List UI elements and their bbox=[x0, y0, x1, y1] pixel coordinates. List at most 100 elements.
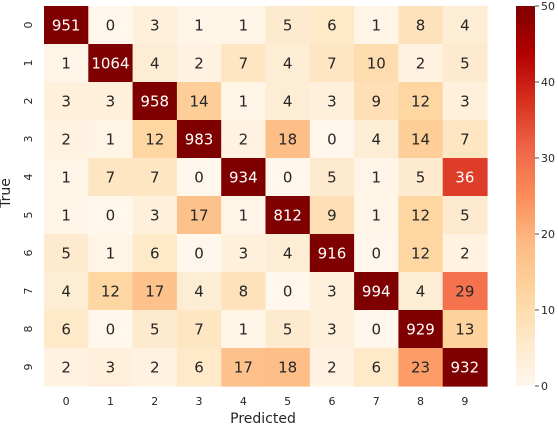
heatmap-cell bbox=[354, 272, 399, 311]
heatmap-cell bbox=[265, 120, 311, 159]
heatmap-cell bbox=[132, 82, 178, 121]
heatmap-cell bbox=[265, 82, 311, 121]
heatmap-cell bbox=[398, 234, 444, 273]
cell-value-label: 8 bbox=[416, 17, 426, 35]
colorbar-tick-label: 30 bbox=[541, 152, 555, 165]
cell-value-label: 3 bbox=[460, 93, 470, 111]
heatmap-cell-labels: 951 0 3 1 1 5 6 1 8 41 1064 4 2 7 4 7 10 2 53 3 958 14 1 4 3 9 12 3… bbox=[52, 17, 479, 377]
x-axis-label: Predicted bbox=[230, 411, 296, 427]
heatmap-cell bbox=[309, 272, 355, 311]
cell-value-label: 7 bbox=[327, 55, 337, 73]
cell-value-label: 0 bbox=[283, 169, 293, 187]
heatmap-cell bbox=[354, 44, 399, 83]
heatmap-cell bbox=[309, 158, 355, 197]
cell-value-label: 5 bbox=[283, 17, 293, 35]
cell-value-label: 983 bbox=[185, 131, 214, 149]
heatmap-cell bbox=[176, 310, 222, 349]
cell-value-label: 7 bbox=[150, 169, 160, 187]
heatmap-cell bbox=[176, 120, 222, 159]
heatmap-cell bbox=[88, 310, 134, 349]
cell-value-label: 2 bbox=[239, 131, 249, 149]
y-tick-label: 2 bbox=[22, 98, 35, 105]
heatmap-cell bbox=[132, 6, 178, 45]
x-tick-label: 3 bbox=[196, 395, 203, 408]
heatmap-cell bbox=[354, 120, 399, 159]
cell-value-label: 17 bbox=[145, 283, 164, 301]
cell-value-label: 14 bbox=[190, 93, 209, 111]
cell-value-label: 17 bbox=[190, 207, 209, 225]
heatmap-cell bbox=[44, 6, 89, 45]
y-tick-labels: 0 1 2 3 4 5 6 7 8 9 bbox=[22, 22, 35, 371]
cell-value-label: 1 bbox=[61, 207, 71, 225]
cell-value-label: 5 bbox=[460, 207, 470, 225]
cell-value-label: 4 bbox=[371, 131, 381, 149]
colorbar-tick-label: 10 bbox=[541, 304, 555, 317]
cell-value-label: 7 bbox=[239, 55, 249, 73]
cell-value-label: 0 bbox=[106, 207, 116, 225]
heatmap-cell bbox=[88, 196, 134, 235]
heatmap-cell bbox=[398, 196, 444, 235]
colorbar-tick-label: 40 bbox=[541, 76, 555, 89]
heatmap-cell bbox=[309, 196, 355, 235]
cell-value-label: 1 bbox=[194, 17, 204, 35]
cell-value-label: 934 bbox=[229, 169, 258, 187]
heatmap-cell bbox=[398, 120, 444, 159]
cell-value-label: 2 bbox=[416, 55, 426, 73]
cell-value-label: 6 bbox=[194, 359, 204, 377]
cell-value-label: 18 bbox=[278, 131, 297, 149]
y-tick-label: 0 bbox=[22, 22, 35, 29]
cell-value-label: 916 bbox=[318, 245, 347, 263]
cell-value-label: 12 bbox=[411, 93, 430, 111]
cell-value-label: 17 bbox=[234, 359, 253, 377]
heatmap-cell bbox=[132, 310, 178, 349]
cell-value-label: 1 bbox=[61, 55, 71, 73]
y-tick-label: 4 bbox=[22, 174, 35, 181]
cell-value-label: 14 bbox=[411, 131, 430, 149]
heatmap-cell bbox=[176, 272, 222, 311]
heatmap-cell bbox=[354, 234, 399, 273]
heatmap-cell bbox=[309, 348, 355, 387]
cell-value-label: 1 bbox=[371, 207, 381, 225]
cell-value-label: 5 bbox=[460, 55, 470, 73]
heatmap-cell bbox=[398, 272, 444, 311]
cell-value-label: 6 bbox=[150, 245, 160, 263]
heatmap-cell bbox=[221, 82, 267, 121]
cell-value-label: 3 bbox=[327, 93, 337, 111]
cell-value-label: 1 bbox=[371, 169, 381, 187]
cell-value-label: 1 bbox=[371, 17, 381, 35]
cell-value-label: 0 bbox=[371, 245, 381, 263]
cell-value-label: 994 bbox=[362, 283, 391, 301]
y-tick-label: 5 bbox=[22, 212, 35, 219]
heatmap-cell bbox=[221, 6, 267, 45]
colorbar-ticks: 0 10 20 30 40 50 bbox=[535, 0, 555, 393]
heatmap-cell bbox=[265, 310, 311, 349]
heatmap-cell bbox=[354, 310, 399, 349]
cell-value-label: 36 bbox=[455, 169, 474, 187]
heatmap-cell bbox=[132, 348, 178, 387]
y-tick-label: 7 bbox=[22, 288, 35, 295]
heatmap-cell bbox=[88, 234, 134, 273]
heatmap-cell bbox=[176, 234, 222, 273]
cell-value-label: 4 bbox=[194, 283, 204, 301]
cell-value-label: 12 bbox=[411, 245, 430, 263]
colorbar-tick-label: 50 bbox=[541, 0, 555, 13]
cell-value-label: 7 bbox=[460, 131, 470, 149]
cell-value-label: 812 bbox=[273, 207, 302, 225]
x-tick-label: 5 bbox=[284, 395, 291, 408]
heatmap-cell bbox=[44, 234, 89, 273]
x-tick-label: 9 bbox=[461, 395, 468, 408]
heatmap-cell bbox=[44, 272, 89, 311]
heatmap-cell bbox=[442, 44, 488, 83]
heatmap-cell bbox=[221, 234, 267, 273]
x-tick-label: 6 bbox=[328, 395, 335, 408]
cell-value-label: 10 bbox=[367, 55, 386, 73]
cell-value-label: 5 bbox=[283, 321, 293, 339]
heatmap-cell bbox=[44, 196, 89, 235]
cell-value-label: 0 bbox=[283, 283, 293, 301]
cell-value-label: 4 bbox=[460, 17, 470, 35]
heatmap-cell bbox=[44, 44, 89, 83]
heatmap-cell bbox=[442, 82, 488, 121]
heatmap-cell bbox=[221, 44, 267, 83]
heatmap-cell bbox=[221, 196, 267, 235]
